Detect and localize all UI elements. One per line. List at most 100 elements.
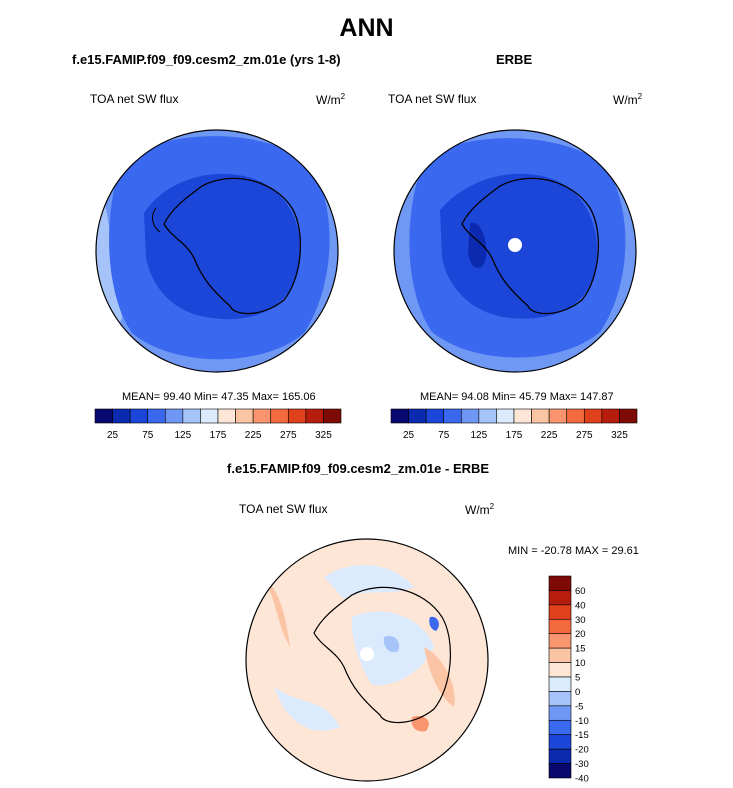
panel2-colorbar-swatch	[548, 408, 568, 424]
panel3-colorbar-tick: 0	[575, 687, 580, 698]
panel3-min-label: MIN =	[508, 545, 538, 557]
panel1-colorbar-swatch	[182, 408, 201, 424]
panel3-colorbar-tick: 20	[575, 629, 586, 640]
panel1-colorbar-swatch	[270, 408, 289, 424]
panel1-colorbar-swatch	[305, 408, 324, 424]
panel1-units-sup: 2	[340, 92, 346, 101]
panel2-coastline	[461, 177, 599, 315]
panel2-colorbar-swatch	[496, 408, 515, 424]
panel3-colorbar-tick: 40	[575, 600, 586, 611]
panel3-colorbar-swatch	[548, 647, 572, 663]
panel3-colorbar-tick: 30	[575, 615, 586, 626]
panel1-units-label: W/m2	[316, 92, 345, 107]
panel1-title: f.e15.FAMIP.f09_f09.cesm2_zm.01e (yrs 1-…	[72, 52, 341, 67]
panel2-mean-value: 94.08	[461, 391, 489, 403]
panel2-colorbar-tick: 125	[471, 430, 488, 441]
panel1-min-label: Min=	[193, 391, 219, 403]
panel1-colorbar-tick: 175	[210, 430, 227, 441]
panel3-colorbar-swatch	[548, 633, 572, 649]
panel3-title: f.e15.FAMIP.f09_f09.cesm2_zm.01e - ERBE	[227, 461, 490, 476]
panel3-colorbar-tick: -30	[575, 759, 589, 770]
panel3-field-cool-sw	[274, 687, 340, 731]
panel3-colorbar-tick: 60	[575, 586, 586, 597]
panel2-colorbar-tick: 275	[576, 430, 593, 441]
panel2-colorbar-swatch	[408, 408, 427, 424]
panel1-colorbar-tick: 275	[280, 430, 297, 441]
panel2-colorbar-swatch	[601, 408, 620, 424]
panel1-colorbar-swatch	[217, 408, 236, 424]
panel3-colorbar-tick: 10	[575, 658, 586, 669]
panel2-colorbar: 2575125175225275325375	[390, 408, 638, 441]
panel1-colorbar-swatch	[252, 408, 272, 424]
panel3-coastline	[313, 586, 451, 724]
panel3-field-warm-west	[264, 577, 290, 647]
panel1-stats: MEAN= 99.40 Min= 47.35 Max= 165.06	[122, 391, 316, 403]
panel3-field-cool-patch	[383, 635, 400, 653]
panel1-polar-map	[95, 129, 339, 373]
panel3-colorbar-swatch	[548, 691, 572, 707]
panel1-colorbar-swatch	[147, 408, 166, 424]
panel3-colorbar-swatch	[548, 662, 572, 678]
panel1-colorbar-tick: 325	[315, 430, 332, 441]
panel1-colorbar-tick: 75	[142, 430, 154, 441]
panel2-min-value: 45.79	[519, 391, 547, 403]
panel2-title: ERBE	[496, 52, 533, 67]
panel1-colorbar-swatch	[235, 408, 254, 424]
panel2-min-label: Min=	[491, 391, 517, 403]
panel3-units-text: W/m	[465, 503, 490, 517]
panel3-units-sup: 2	[489, 502, 495, 511]
panel2-colorbar-tick: 175	[506, 430, 523, 441]
panel1-colorbar-swatch	[323, 408, 342, 424]
panel3-colorbar-swatch	[548, 590, 572, 606]
panel2-stats: MEAN= 94.08 Min= 45.79 Max= 147.87	[420, 391, 614, 403]
main-title: ANN	[339, 14, 394, 42]
panel3-colorbar-tick: -5	[575, 701, 583, 712]
panel1-map-border	[95, 129, 339, 373]
panel2-colorbar-swatch	[425, 408, 445, 424]
panel3-units-label: W/m2	[465, 502, 494, 517]
panel2-colorbar-swatch	[619, 408, 638, 424]
panel3-field-blue-spot	[429, 616, 439, 631]
panel3-max-label: MAX =	[574, 545, 609, 557]
panel3-colorbar-swatch	[548, 748, 572, 764]
panel2-max-value: 147.87	[579, 391, 614, 403]
panel3-colorbar-tick: 15	[575, 644, 586, 655]
panel2-mean-label: MEAN=	[420, 391, 459, 403]
panel2-colorbar-swatch	[478, 408, 497, 424]
panel2-units-sup: 2	[637, 92, 643, 101]
panel1-colorbar-tick: 225	[245, 430, 262, 441]
panel1-mean-value: 99.40	[163, 391, 191, 403]
panel2-polar-map	[393, 129, 637, 373]
panel2-colorbar-tick: 325	[611, 430, 628, 441]
panel2-colorbar-tick: 225	[541, 430, 558, 441]
panel1-variable-label: TOA net SW flux	[90, 92, 179, 106]
panel2-map-border	[393, 129, 637, 373]
panel3-colorbar-swatch	[548, 618, 572, 635]
panel3-colorbar-swatch	[548, 734, 572, 750]
panel1-colorbar-swatch	[200, 408, 219, 424]
panel2-max-label: Max=	[549, 391, 577, 403]
panel2-colorbar-swatch	[531, 408, 550, 424]
panel1-colorbar: 2575125175225275325375	[94, 408, 342, 441]
panel2-units-label: W/m2	[613, 92, 642, 107]
panel2-pole-missing	[508, 238, 522, 252]
panel1-mean-label: MEAN=	[122, 391, 161, 403]
panel2-colorbar-swatch	[583, 408, 603, 424]
panel3-variable-label: TOA net SW flux	[239, 502, 328, 516]
panel1-min-value: 47.35	[221, 391, 249, 403]
panel3-polar-map	[245, 538, 489, 782]
panel1-colorbar-swatch	[94, 408, 113, 424]
panel2-colorbar-tick: 75	[438, 430, 450, 441]
panel3-colorbar-swatch	[548, 604, 572, 620]
panel1-units-text: W/m	[316, 93, 341, 107]
panel2-colorbar-tick: 25	[403, 430, 415, 441]
panel3-colorbar-tick: -40	[575, 774, 589, 783]
panel1-max-value: 165.06	[281, 391, 316, 403]
panel1-field-antarctic	[144, 173, 301, 320]
panel3-map-border	[245, 538, 489, 782]
panel3-colorbar-swatch	[548, 575, 572, 591]
panel1-coastline	[163, 177, 301, 315]
panel3-colorbar-tick: 5	[575, 673, 580, 684]
panel2-colorbar-swatch	[566, 408, 585, 424]
